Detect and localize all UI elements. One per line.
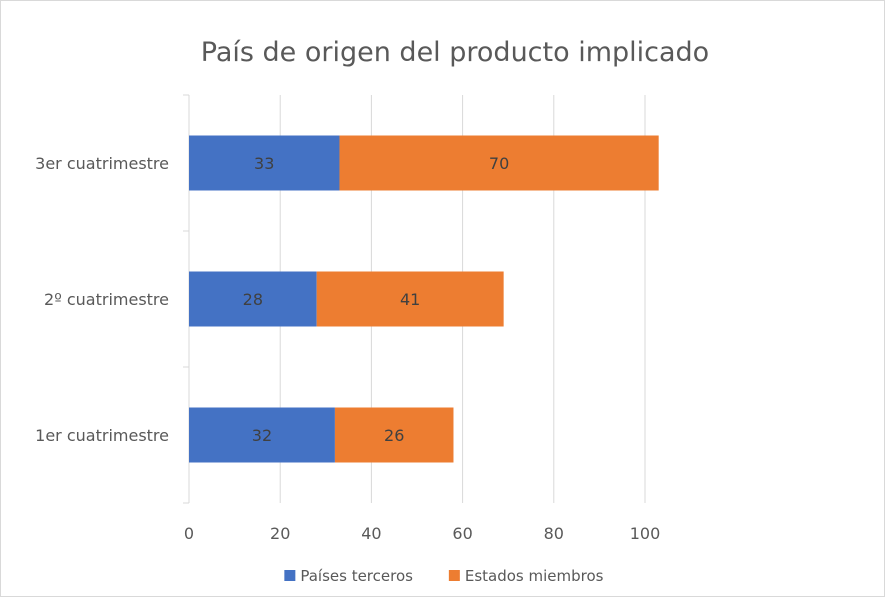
bar-segment (339, 135, 659, 191)
category-label: 1er cuatrimestre (35, 426, 169, 445)
x-tick-label: 40 (361, 524, 381, 543)
data-labels: 32 26 28 41 33 70 (243, 154, 510, 445)
bars (189, 135, 659, 463)
chart-title: País de origen del producto implicado (201, 37, 709, 68)
legend-label: Países terceros (300, 567, 413, 585)
x-tick-labels: 0 20 40 60 80 100 (184, 524, 660, 543)
legend: Países terceros Estados miembros (284, 567, 604, 585)
x-tick-label: 80 (544, 524, 564, 543)
bar-segment (189, 135, 340, 191)
category-label: 2º cuatrimestre (44, 290, 169, 309)
data-label: 32 (252, 426, 272, 445)
legend-swatch (448, 570, 460, 581)
category-axis (183, 94, 190, 504)
data-label: 26 (384, 426, 404, 445)
data-label: 33 (254, 154, 274, 173)
data-label: 41 (400, 290, 420, 309)
legend-label: Estados miembros (465, 567, 604, 585)
category-label: 3er cuatrimestre (35, 154, 169, 173)
bar-segment (316, 271, 504, 327)
x-tick-label: 0 (184, 524, 194, 543)
bar-segment (189, 407, 335, 463)
bar-segment (189, 271, 317, 327)
data-label: 28 (243, 290, 263, 309)
y-tick-labels: 1er cuatrimestre 2º cuatrimestre 3er cuatr… (35, 154, 169, 445)
x-tick-label: 60 (452, 524, 472, 543)
x-tick-label: 20 (270, 524, 290, 543)
legend-swatch (284, 570, 296, 581)
x-tick-label: 100 (630, 524, 661, 543)
bar-segment (334, 407, 454, 463)
data-label: 70 (489, 154, 509, 173)
